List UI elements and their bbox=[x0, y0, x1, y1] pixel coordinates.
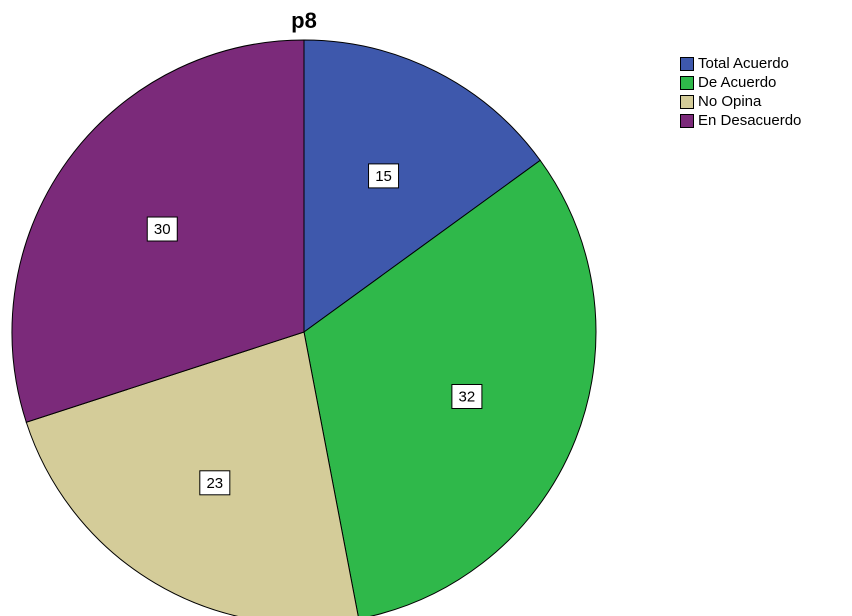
data-label-box bbox=[199, 470, 231, 496]
data-label-box bbox=[451, 383, 483, 409]
data-label: 23 bbox=[199, 470, 231, 496]
data-label-box bbox=[368, 163, 400, 189]
legend: Total Acuerdo De Acuerdo No Opina En Des… bbox=[680, 54, 801, 130]
legend-swatch bbox=[680, 94, 694, 109]
data-label: 30 bbox=[146, 216, 178, 242]
data-label-text: 23 bbox=[206, 475, 223, 492]
data-label-text: 30 bbox=[154, 221, 171, 238]
legend-label: No Opina bbox=[698, 93, 762, 110]
legend-item-no-opina: No Opina bbox=[680, 92, 801, 111]
pie-slice-no-opina bbox=[25, 331, 359, 616]
pie-data-labels: 15 32 23 30 bbox=[146, 163, 483, 496]
data-label-text: 15 bbox=[375, 168, 392, 185]
legend-label: Total Acuerdo bbox=[698, 55, 789, 72]
data-label-text: 32 bbox=[459, 388, 476, 405]
data-label-box bbox=[146, 216, 178, 242]
legend-label: En Desacuerdo bbox=[698, 112, 802, 129]
legend-item-de-acuerdo: De Acuerdo bbox=[680, 73, 801, 92]
chart-title: p8 bbox=[291, 8, 317, 33]
pie-slice-total-acuerdo bbox=[303, 39, 541, 333]
legend-swatch bbox=[680, 113, 694, 128]
legend-swatch bbox=[680, 56, 694, 71]
data-label: 15 bbox=[368, 163, 400, 189]
pie-slice-de-acuerdo bbox=[303, 159, 597, 616]
pie-slices bbox=[11, 39, 597, 616]
legend-swatch bbox=[680, 75, 694, 90]
legend-label: De Acuerdo bbox=[698, 74, 777, 91]
legend-item-en-desacuerdo: En Desacuerdo bbox=[680, 111, 801, 130]
data-label: 32 bbox=[451, 383, 483, 409]
legend-item-total-acuerdo: Total Acuerdo bbox=[680, 54, 801, 73]
